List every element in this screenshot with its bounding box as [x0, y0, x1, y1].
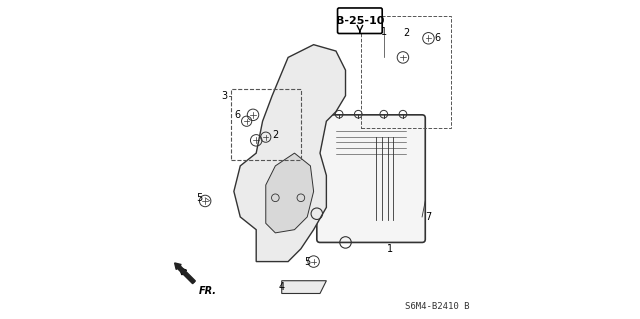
Text: 6: 6: [435, 33, 441, 43]
Text: 6: 6: [234, 110, 240, 120]
Text: S6M4-B2410 B: S6M4-B2410 B: [405, 302, 470, 311]
Bar: [230, 89, 301, 160]
Text: 1: 1: [387, 244, 393, 254]
Text: 5: 5: [304, 256, 310, 267]
Text: 7: 7: [426, 212, 431, 222]
Text: 2: 2: [403, 28, 409, 38]
FancyBboxPatch shape: [317, 115, 425, 242]
Text: 2: 2: [272, 130, 278, 140]
Bar: [362, 16, 451, 128]
Polygon shape: [266, 153, 314, 233]
Text: 5: 5: [196, 193, 202, 203]
Text: FR.: FR.: [199, 286, 217, 295]
Polygon shape: [234, 45, 346, 262]
Text: 1: 1: [381, 27, 387, 37]
Text: 4: 4: [278, 282, 285, 292]
FancyBboxPatch shape: [337, 8, 382, 33]
Text: B-25-10: B-25-10: [336, 16, 384, 26]
Polygon shape: [282, 281, 326, 293]
FancyArrow shape: [175, 263, 195, 284]
Text: 3: 3: [221, 91, 227, 101]
